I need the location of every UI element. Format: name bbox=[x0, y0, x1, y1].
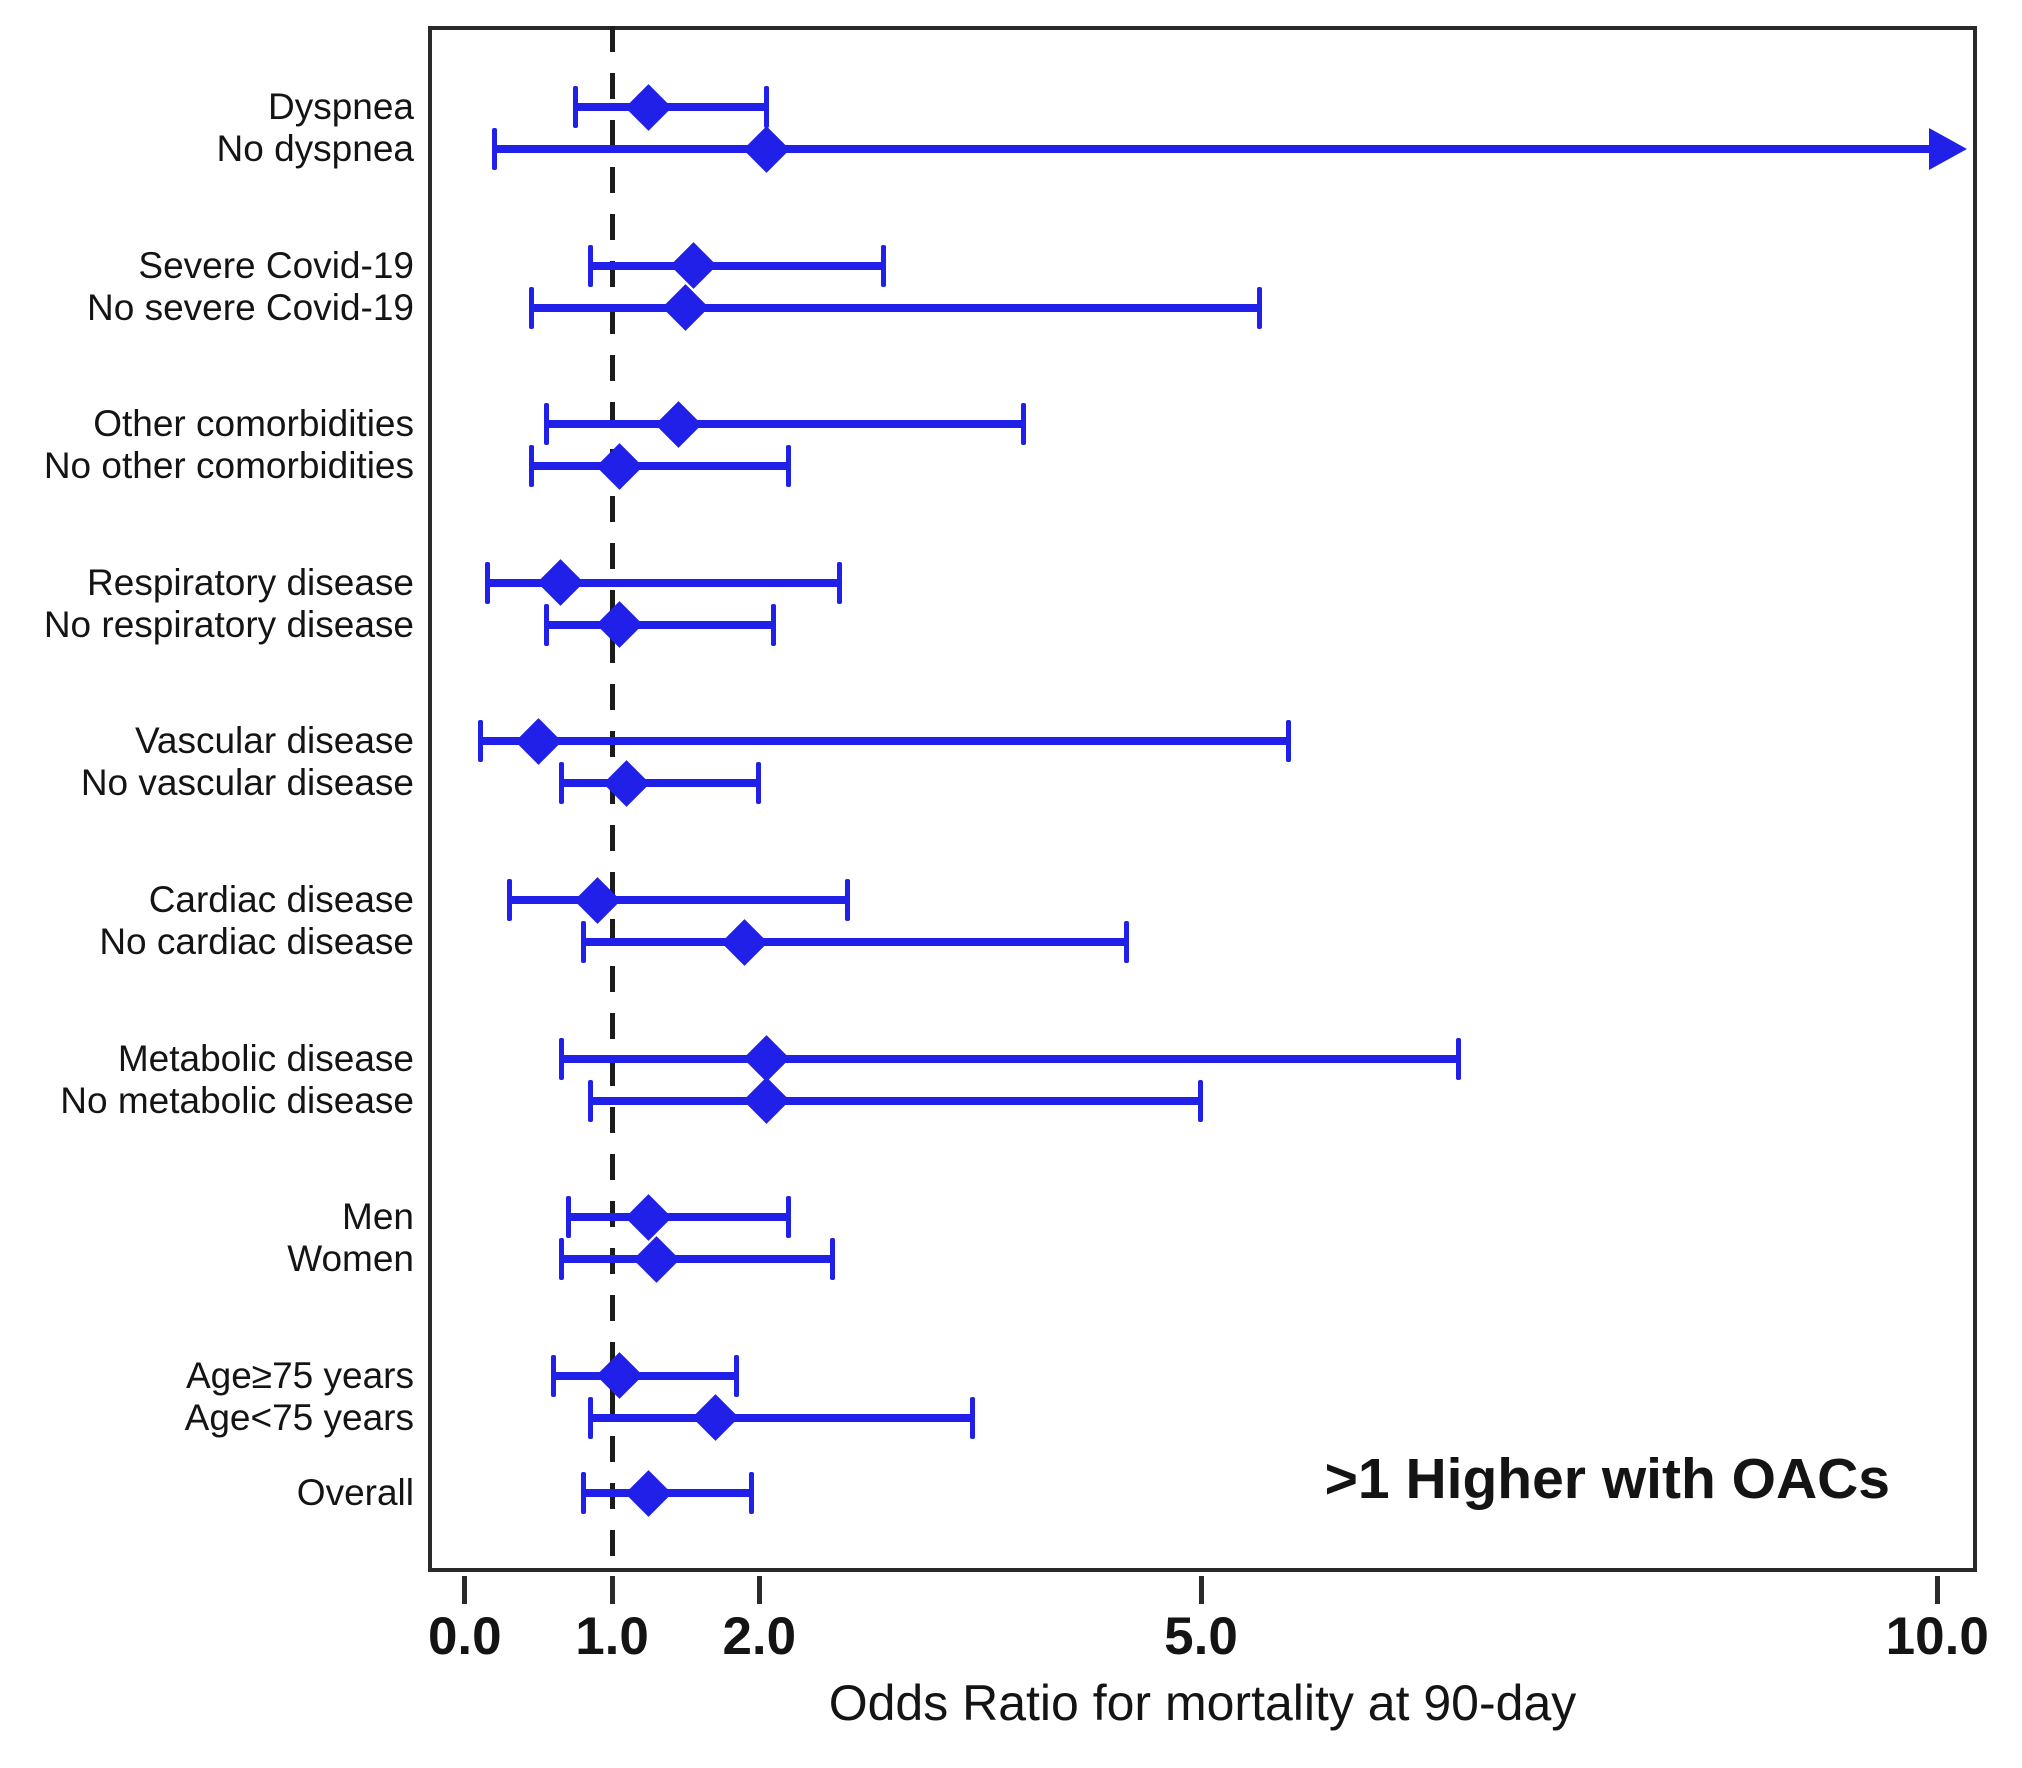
ci-cap-left bbox=[477, 720, 483, 763]
ci-line bbox=[479, 737, 1290, 746]
x-axis-tick bbox=[462, 1576, 468, 1604]
plot-frame bbox=[428, 26, 1977, 1572]
row-label: No vascular disease bbox=[80, 762, 414, 804]
ci-line bbox=[531, 303, 1260, 312]
row-label: No cardiac disease bbox=[99, 921, 414, 962]
ci-line bbox=[560, 779, 760, 788]
ci-cap-left bbox=[506, 879, 512, 921]
ci-line bbox=[553, 1371, 738, 1380]
row-label: Women bbox=[287, 1238, 414, 1280]
row-label: Age≥75 years bbox=[185, 1354, 414, 1396]
row-label: No metabolic disease bbox=[60, 1079, 414, 1121]
ci-arrow-right-icon bbox=[1928, 128, 1967, 170]
ci-cap-left bbox=[580, 1472, 586, 1514]
ci-cap-right bbox=[785, 445, 791, 488]
x-axis-tick bbox=[1198, 1576, 1204, 1604]
ci-cap-right bbox=[837, 561, 843, 604]
x-axis-tick bbox=[756, 1576, 762, 1604]
x-axis-tick-label: 10.0 bbox=[1885, 1607, 1989, 1666]
ci-cap-left bbox=[558, 762, 564, 805]
row-label: No other comorbidities bbox=[43, 445, 414, 487]
ci-cap-right bbox=[763, 86, 769, 128]
ci-cap-left bbox=[558, 1037, 564, 1080]
ci-cap-right bbox=[881, 244, 887, 287]
ci-cap-right bbox=[1256, 286, 1262, 329]
ci-cap-left bbox=[587, 1396, 593, 1439]
annotation-higher-with-oacs: >1 Higher with OACs bbox=[1324, 1447, 1890, 1511]
row-label: No dyspnea bbox=[216, 128, 414, 169]
ci-line bbox=[545, 620, 774, 629]
ci-cap-left bbox=[492, 128, 498, 170]
ci-cap-left bbox=[543, 403, 549, 446]
row-label: No respiratory disease bbox=[43, 603, 414, 645]
row-label: Dyspnea bbox=[267, 86, 414, 127]
x-axis-tick-label: 1.0 bbox=[575, 1607, 649, 1666]
ci-line bbox=[567, 1213, 789, 1222]
row-label: Age<75 years bbox=[184, 1396, 414, 1438]
x-axis-tick bbox=[1934, 1576, 1940, 1604]
x-axis-tick bbox=[609, 1576, 615, 1604]
ci-line bbox=[508, 896, 848, 904]
ci-line bbox=[589, 261, 885, 270]
ci-cap-right bbox=[1124, 921, 1130, 963]
ci-cap-left bbox=[565, 1196, 571, 1239]
ci-cap-right bbox=[829, 1238, 835, 1281]
ci-cap-right bbox=[969, 1396, 975, 1439]
ci-line bbox=[582, 938, 1128, 946]
ci-cap-right bbox=[771, 603, 777, 646]
ci-line bbox=[560, 1255, 833, 1264]
ci-cap-left bbox=[551, 1354, 557, 1397]
ci-cap-left bbox=[529, 286, 535, 329]
ci-cap-right bbox=[844, 879, 850, 921]
x-axis-tick-label: 5.0 bbox=[1164, 1607, 1238, 1666]
x-axis-tick-label: 2.0 bbox=[722, 1607, 797, 1666]
row-label: Men bbox=[342, 1196, 414, 1238]
ci-line bbox=[589, 1413, 973, 1422]
x-axis-label: Odds Ratio for mortality at 90-day bbox=[828, 1675, 1577, 1731]
ci-cap-right bbox=[756, 762, 762, 805]
ci-cap-left bbox=[543, 603, 549, 646]
row-label: Metabolic disease bbox=[117, 1037, 414, 1079]
reference-line-or-1 bbox=[609, 26, 615, 1572]
ci-cap-right bbox=[785, 1196, 791, 1239]
ci-cap-right bbox=[1021, 403, 1027, 446]
ci-line bbox=[560, 1054, 1459, 1063]
ci-line bbox=[531, 462, 789, 471]
ci-cap-left bbox=[484, 561, 490, 604]
row-label: Other comorbidities bbox=[93, 403, 414, 445]
ci-cap-left bbox=[580, 921, 586, 963]
ci-cap-right bbox=[1286, 720, 1292, 763]
ci-line bbox=[589, 1096, 1201, 1105]
row-label: Severe Covid-19 bbox=[138, 244, 414, 286]
ci-cap-left bbox=[573, 86, 579, 128]
ci-cap-left bbox=[558, 1238, 564, 1281]
ci-cap-right bbox=[1198, 1079, 1204, 1122]
ci-cap-left bbox=[587, 1079, 593, 1122]
ci-cap-right bbox=[748, 1472, 754, 1514]
ci-cap-left bbox=[529, 445, 535, 488]
row-label: Respiratory disease bbox=[87, 561, 414, 603]
ci-cap-right bbox=[734, 1354, 740, 1397]
row-label: Vascular disease bbox=[134, 720, 414, 762]
ci-line bbox=[486, 578, 841, 587]
x-axis-tick-label: 0.0 bbox=[427, 1607, 502, 1666]
row-label: Cardiac disease bbox=[148, 879, 414, 920]
row-label: Overall bbox=[296, 1472, 414, 1513]
ci-cap-right bbox=[1455, 1037, 1461, 1080]
ci-line bbox=[494, 145, 1943, 153]
row-label: No severe Covid-19 bbox=[87, 286, 414, 328]
ci-line bbox=[545, 420, 1025, 429]
ci-cap-left bbox=[587, 244, 593, 287]
